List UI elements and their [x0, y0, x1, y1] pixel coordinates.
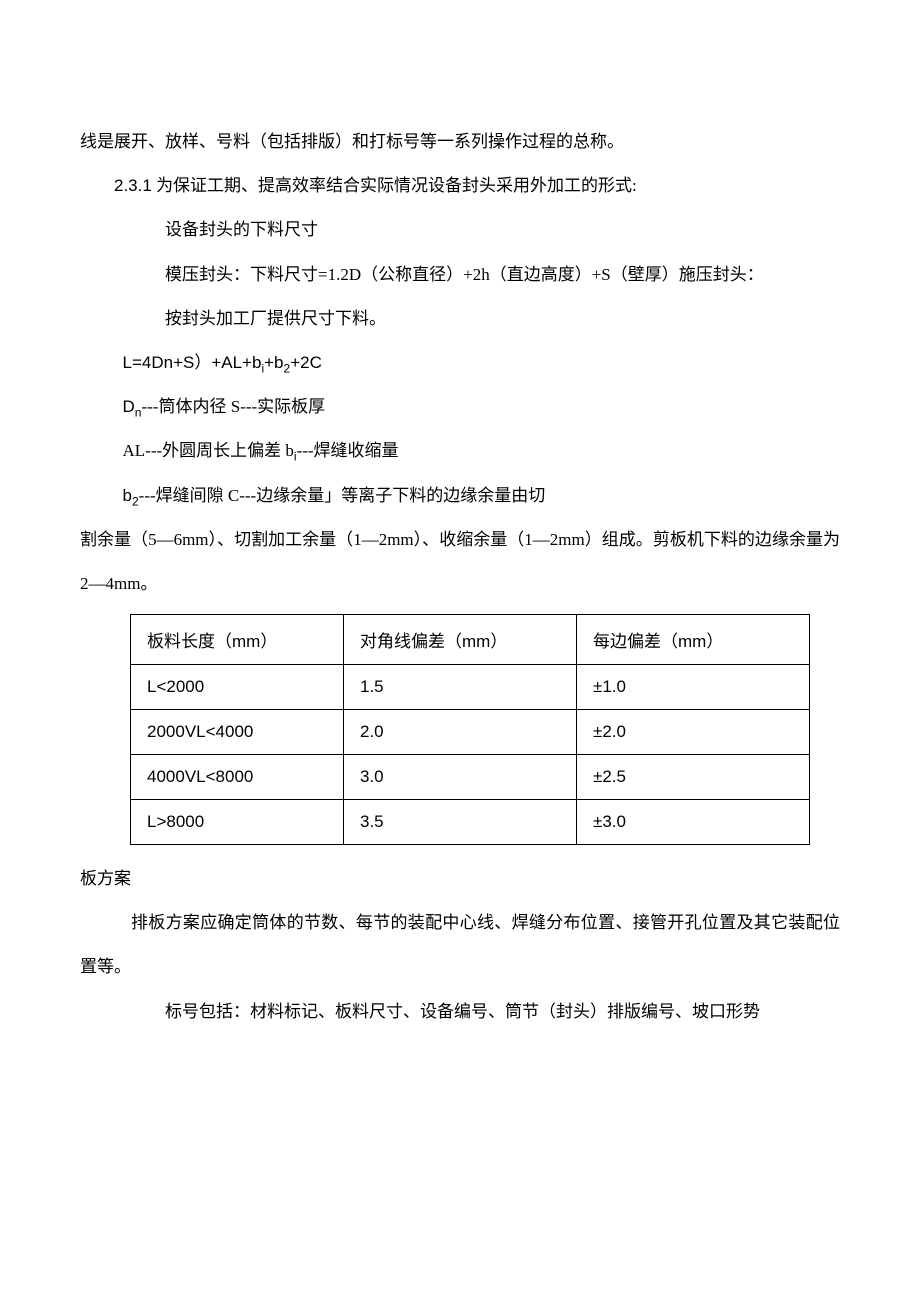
formula-L-post: +2C: [290, 353, 322, 372]
def-AL-bi: AL---外圆周长上偏差 bi---焊缝收缩量: [80, 429, 840, 473]
table-cell: 1.5: [344, 665, 577, 710]
def-AL-pre: AL---外圆周长上偏差 b: [123, 441, 294, 460]
paragraph-paiban: 排板方案应确定筒体的节数、每节的装配中心线、焊缝分布位置、接管开孔位置及其它装配…: [80, 901, 840, 989]
table-cell: 2000VL<4000: [131, 710, 344, 755]
table-cell: 3.0: [344, 755, 577, 800]
paragraph-2-3-1: 2.3.1 为保证工期、提高效率结合实际情况设备封头采用外加工的形式:: [80, 164, 840, 208]
table-cell: ±2.0: [577, 710, 810, 755]
table-cell: ±1.0: [577, 665, 810, 710]
table-row: 4000VL<8000 3.0 ±2.5: [131, 755, 810, 800]
def-b2-pre: b: [123, 486, 132, 505]
table-cell: 3.5: [344, 800, 577, 845]
def-b2-C: b2---焊缝间隙 C---边缘余量」等离子下料的边缘余量由切: [80, 474, 840, 518]
def-Dn-post: ---筒体内径 S---实际板厚: [141, 397, 325, 416]
tolerance-table: 板料长度（mm） 对角线偏差（mm） 每边偏差（mm） L<2000 1.5 ±…: [130, 614, 810, 845]
paragraph-cut-margin: 割余量（5—6mm）、切割加工余量（1—2mm）、收缩余量（1—2mm）组成。剪…: [80, 518, 840, 606]
table-cell: ±3.0: [577, 800, 810, 845]
def-Dn-S: Dn---筒体内径 S---实际板厚: [80, 385, 840, 429]
table-row: L>8000 3.5 ±3.0: [131, 800, 810, 845]
def-AL-post: ---焊缝收缩量: [297, 441, 399, 460]
paragraph-head-size: 设备封头的下料尺寸: [80, 208, 840, 252]
def-b2-post: ---焊缝间隙 C---边缘余量」等离子下料的边缘余量由切: [139, 486, 546, 505]
paragraph-biaohao: 标号包括：材料标记、板料尺寸、设备编号、筒节（封头）排版编号、坡口形势: [80, 990, 840, 1034]
table-cell: ±2.5: [577, 755, 810, 800]
table-cell: 4000VL<8000: [131, 755, 344, 800]
paragraph-factory-size: 按封头加工厂提供尺寸下料。: [80, 297, 840, 341]
paragraph-mold-head: 模压封头：下料尺寸=1.2D（公称直径）+2h（直边高度）+S（壁厚）施压封头：: [80, 253, 840, 297]
table-header-row: 板料长度（mm） 对角线偏差（mm） 每边偏差（mm）: [131, 615, 810, 665]
table-header-cell: 对角线偏差（mm）: [344, 615, 577, 665]
document-page: 线是展开、放样、号料（包括排版）和打标号等一系列操作过程的总称。 2.3.1 为…: [0, 0, 920, 1303]
def-b2-sub: 2: [132, 494, 139, 508]
formula-L: L=4Dn+S）+AL+bi+b2+2C: [80, 341, 840, 385]
table-row: L<2000 1.5 ±1.0: [131, 665, 810, 710]
section-number: 2.3.1: [114, 176, 152, 195]
table-header-cell: 板料长度（mm）: [131, 615, 344, 665]
section-text: 为保证工期、提高效率结合实际情况设备封头采用外加工的形式:: [152, 176, 637, 195]
table-cell: L<2000: [131, 665, 344, 710]
table-cell: 2.0: [344, 710, 577, 755]
table-cell: L>8000: [131, 800, 344, 845]
formula-L-pre: L=4Dn+S）+AL+b: [123, 353, 262, 372]
table-header-cell: 每边偏差（mm）: [577, 615, 810, 665]
table-row: 2000VL<4000 2.0 ±2.0: [131, 710, 810, 755]
paragraph-ban-fangan: 板方案: [80, 857, 840, 901]
paragraph-intro: 线是展开、放样、号料（包括排版）和打标号等一系列操作过程的总称。: [80, 120, 840, 164]
def-Dn-pre: D: [123, 397, 135, 416]
formula-L-mid: +b: [264, 353, 283, 372]
